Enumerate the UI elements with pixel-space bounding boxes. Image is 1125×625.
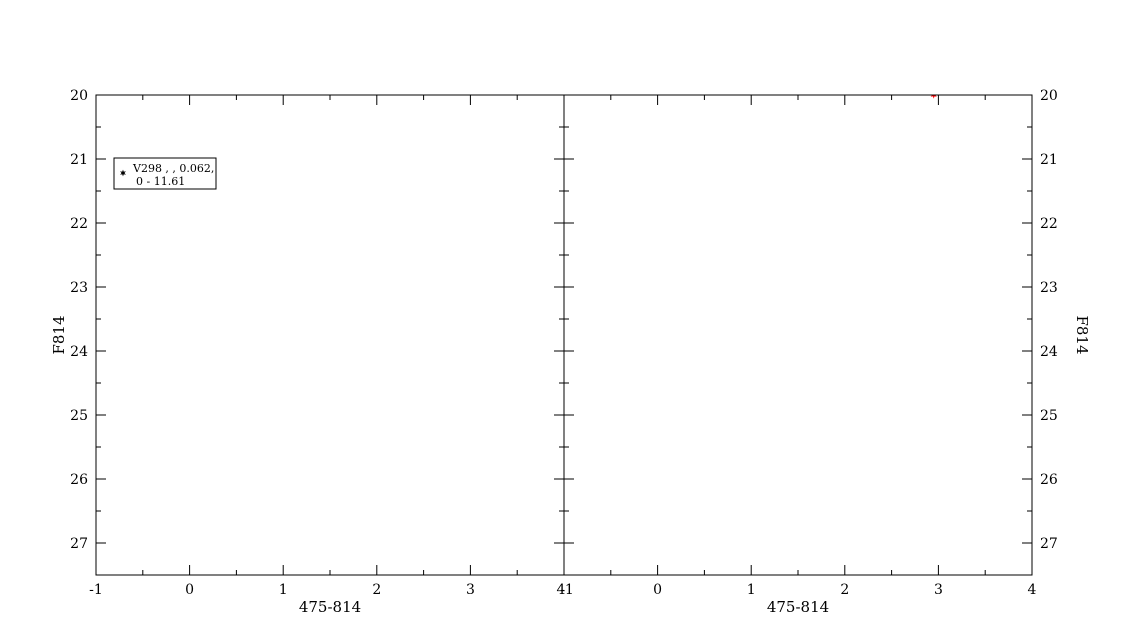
scatter-point [392, 0, 398, 6]
left-scatter-points [103, 0, 563, 92]
